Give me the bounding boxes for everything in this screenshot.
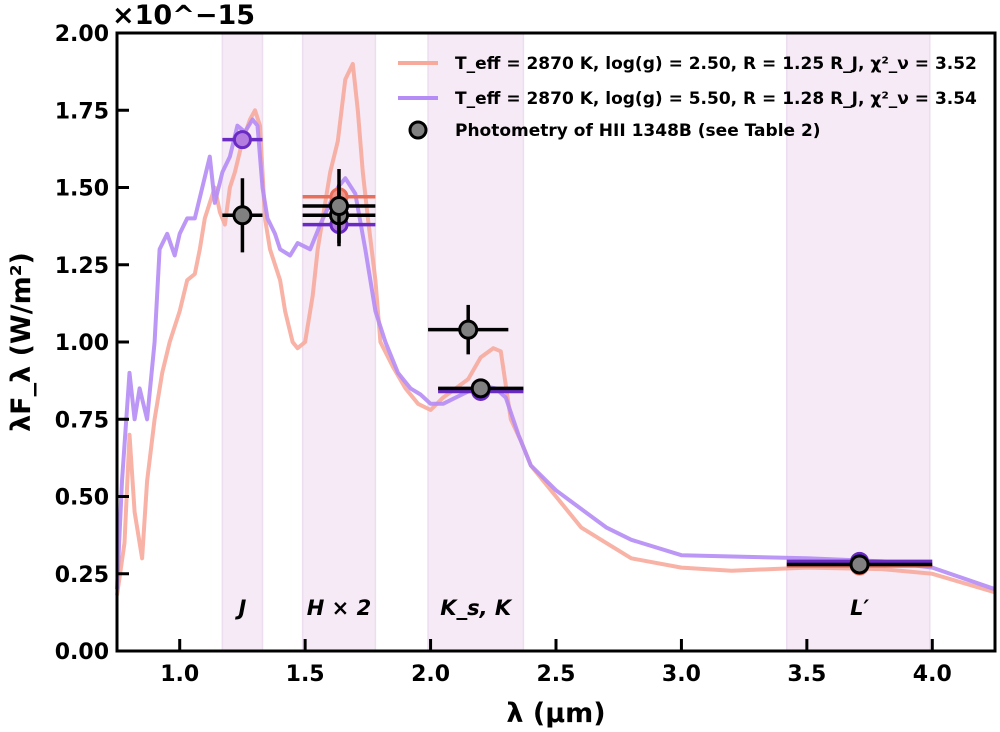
legend: T_eff = 2870 K, log(g) = 2.50, R = 1.25 …	[398, 54, 977, 141]
y-tick-label: 0.75	[55, 408, 109, 433]
band-label: K_s, K	[440, 596, 513, 620]
y-tick-label: 0.00	[55, 640, 109, 665]
y-axis-label: λF_λ (W/m²)	[6, 252, 37, 432]
x-tick-label: 1.0	[160, 662, 199, 687]
y-tick-label: 1.25	[55, 254, 109, 279]
x-tick-label: 3.5	[787, 662, 826, 687]
x-tick-label: 1.5	[286, 662, 325, 687]
legend-label-low-g: T_eff = 2870 K, log(g) = 2.50, R = 1.25 …	[455, 54, 977, 74]
photometry-point	[849, 554, 870, 575]
band-region	[427, 32, 525, 652]
legend-label-photometry: Photometry of HII 1348B (see Table 2)	[455, 121, 821, 141]
band-label: H × 2	[307, 596, 371, 620]
photometry-point	[232, 205, 253, 226]
x-tick-label: 2.0	[411, 662, 450, 687]
photometry-point	[470, 378, 491, 399]
legend-marker-photometry	[408, 120, 428, 140]
x-axis-label: λ (μm)	[506, 698, 605, 729]
y-tick-label: 1.50	[55, 177, 109, 202]
x-tick-label: 3.0	[662, 662, 701, 687]
band-label: L′	[850, 596, 869, 620]
synthetic-point	[232, 130, 252, 150]
y-tick-label: 2.00	[55, 22, 109, 47]
y-multiplier: ×10^−15	[112, 0, 255, 31]
photometry-point	[329, 196, 350, 217]
y-tick-label: 0.50	[55, 486, 109, 511]
x-tick-label: 4.0	[913, 662, 952, 687]
photometry-point	[458, 319, 479, 340]
y-tick-label: 1.00	[55, 331, 109, 356]
band-region	[786, 32, 931, 652]
legend-label-high-g: T_eff = 2870 K, log(g) = 5.50, R = 1.28 …	[455, 89, 977, 109]
x-tick-label: 2.5	[537, 662, 576, 687]
y-tick-label: 0.25	[55, 563, 109, 588]
y-tick-label: 1.75	[55, 99, 109, 124]
